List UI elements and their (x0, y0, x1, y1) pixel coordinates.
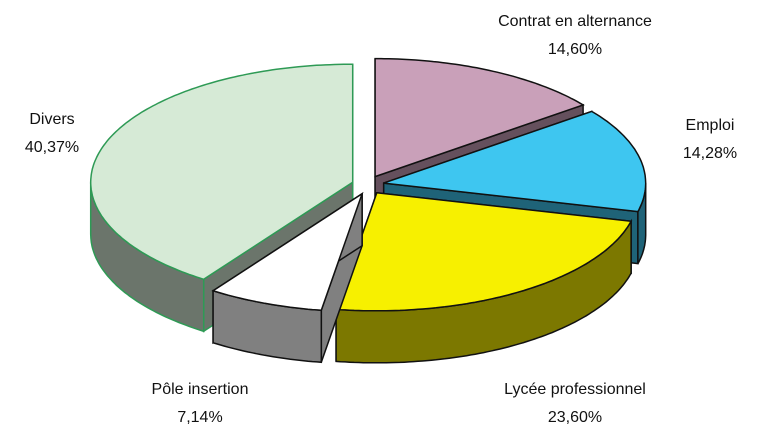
slice-label: Emploi (686, 117, 735, 134)
slice (211, 191, 364, 312)
slice (383, 110, 647, 213)
value-label: 14,60% (548, 41, 602, 58)
value-label: 23,60% (548, 409, 602, 426)
slice-label: Divers (29, 111, 74, 128)
slice (89, 63, 354, 281)
slice-label: Pôle insertion (152, 381, 249, 398)
value-label: 14,28% (683, 145, 737, 162)
value-label: 7,14% (177, 409, 222, 426)
slice (374, 57, 585, 178)
slice-label: Contrat en alternance (498, 13, 652, 30)
value-label: 40,37% (25, 139, 79, 156)
slice-label: Lycée professionnel (504, 381, 646, 398)
slice (335, 191, 633, 312)
